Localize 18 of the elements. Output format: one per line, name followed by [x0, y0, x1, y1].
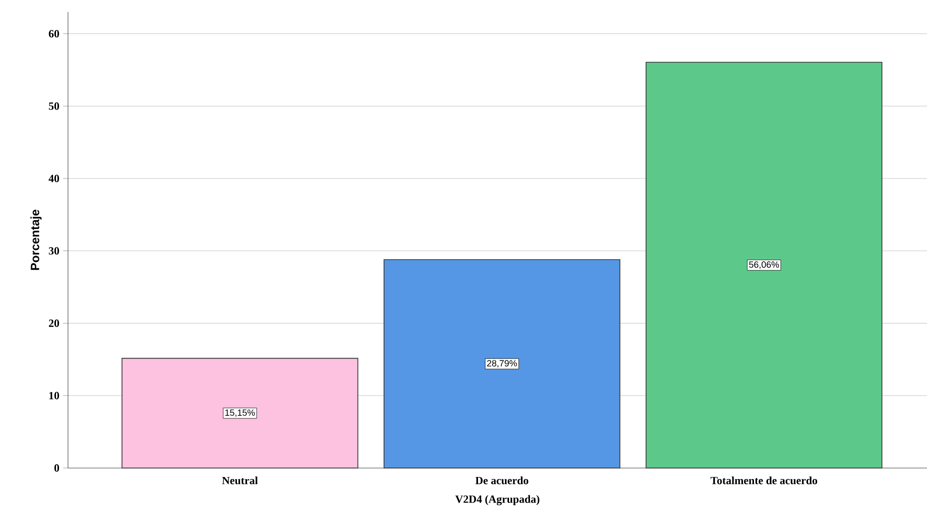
- y-tick-label: 60: [48, 30, 60, 38]
- y-tick-label: 30: [48, 247, 60, 255]
- y-tick-label: 40: [48, 174, 60, 182]
- data-label: 56,06%: [749, 261, 779, 269]
- bar: [384, 259, 620, 468]
- x-tick-label: Neutral: [222, 476, 258, 484]
- y-tick-label: 50: [48, 102, 60, 110]
- data-label: 28,79%: [487, 360, 517, 368]
- bar: [646, 62, 882, 468]
- y-axis-title: Porcentaje: [30, 210, 42, 270]
- data-label: 15,15%: [225, 409, 255, 417]
- x-tick-label: De acuerdo: [475, 476, 528, 484]
- bar: [122, 358, 358, 468]
- y-tick-label: 10: [49, 392, 60, 400]
- x-tick-label: Totalmente de acuerdo: [710, 476, 818, 484]
- y-tick-label: 20: [48, 320, 60, 327]
- x-axis-title: V2D4 (Agrupada): [455, 495, 540, 506]
- y-tick-label: 0: [54, 464, 60, 472]
